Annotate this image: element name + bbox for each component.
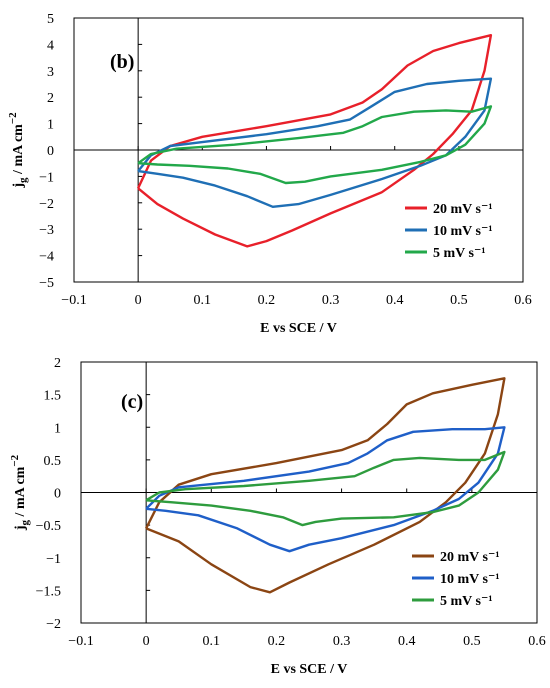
y-tick-label: −1 <box>39 170 54 185</box>
y-tick-label: −3 <box>39 223 54 238</box>
x-tick-label: 0.5 <box>463 634 481 649</box>
x-axis-title: E vs SCE / V <box>271 662 348 677</box>
x-tick-label: 0.1 <box>203 634 221 649</box>
legend-label-2: 10 mV s⁻¹ <box>440 572 500 587</box>
panel-label: (c) <box>121 391 143 413</box>
y-tick-label: −5 <box>39 276 54 291</box>
legend-label-1: 20 mV s⁻¹ <box>440 550 500 565</box>
y-tick-label: −2 <box>39 197 54 212</box>
series-line-3 <box>137 105 493 185</box>
x-tick-label: 0.3 <box>322 293 340 308</box>
y-tick-label: 0.5 <box>44 454 62 469</box>
y-tick-label: 1.5 <box>44 389 62 404</box>
x-tick-label: −0.1 <box>68 634 93 649</box>
y-axis-title-main: j <box>11 183 26 189</box>
x-tick-label: 0.6 <box>514 293 532 308</box>
series-line-2 <box>137 77 493 208</box>
x-tick-label: −0.1 <box>61 293 86 308</box>
y-tick-label: 2 <box>54 356 61 371</box>
x-tick-label: 0.5 <box>450 293 468 308</box>
y-tick-label: −2 <box>46 617 61 632</box>
y-tick-label: 4 <box>47 38 54 53</box>
y-tick-label: −1 <box>46 552 61 567</box>
y-axis-title: jg / mA cm−2 <box>7 112 29 189</box>
panel-b: −0.1 0 0.1 0.2 0.3 0.4 0.5 0.6 −5 −4 −3 −2 −1 0 1 2 3 4 5 (… <box>7 12 532 336</box>
panel-c: −0.1 0 0.1 0.2 0.3 0.4 0.5 0.6 −2 −1.5 −1 −0.5 0 0.5 1… <box>9 356 546 677</box>
y-tick-label: 1 <box>54 421 61 436</box>
x-tick-label: 0 <box>143 634 150 649</box>
y-tick-label: 5 <box>47 12 54 27</box>
x-tick-label: 0.4 <box>386 293 404 308</box>
series-line-3 <box>145 450 506 527</box>
y-axis-title-main: j <box>13 525 28 531</box>
legend-label-2: 10 mV s⁻¹ <box>433 224 493 239</box>
x-tick-label: 0 <box>135 293 142 308</box>
y-tick-label: 0 <box>54 487 61 502</box>
y-tick-label: −1.5 <box>36 584 61 599</box>
y-axis-title-sub: g <box>17 177 29 183</box>
y-tick-label: −0.5 <box>36 519 61 534</box>
y-axis-title-rest: / mA cm <box>13 466 28 520</box>
y-tick-label: −4 <box>39 250 54 265</box>
legend-label-1: 20 mV s⁻¹ <box>433 202 493 217</box>
y-tick-label: 1 <box>47 118 54 133</box>
legend-label-3: 5 mV s⁻¹ <box>440 594 493 609</box>
panel-label: (b) <box>110 51 134 73</box>
y-tick-label: 3 <box>47 65 54 80</box>
x-tick-label: 0.6 <box>528 634 546 649</box>
y-tick-label: 0 <box>47 144 54 159</box>
y-tick-label: 2 <box>47 91 54 106</box>
x-tick-label: 0.3 <box>333 634 351 649</box>
y-axis-title-sup: −2 <box>9 454 21 466</box>
series-line-1 <box>145 377 506 594</box>
series-line-1 <box>137 34 493 248</box>
y-axis-title-sub: g <box>19 519 31 525</box>
x-tick-label: 0.2 <box>268 634 286 649</box>
x-tick-label: 0.1 <box>194 293 212 308</box>
legend-label-3: 5 mV s⁻¹ <box>433 246 486 261</box>
y-axis-title-sup: −2 <box>7 112 19 124</box>
x-axis-title: E vs SCE / V <box>260 321 337 336</box>
x-tick-label: 0.4 <box>398 634 416 649</box>
x-tick-label: 0.2 <box>258 293 276 308</box>
y-axis-title-rest: / mA cm <box>11 124 26 178</box>
y-axis-title: jg / mA cm−2 <box>9 454 31 531</box>
